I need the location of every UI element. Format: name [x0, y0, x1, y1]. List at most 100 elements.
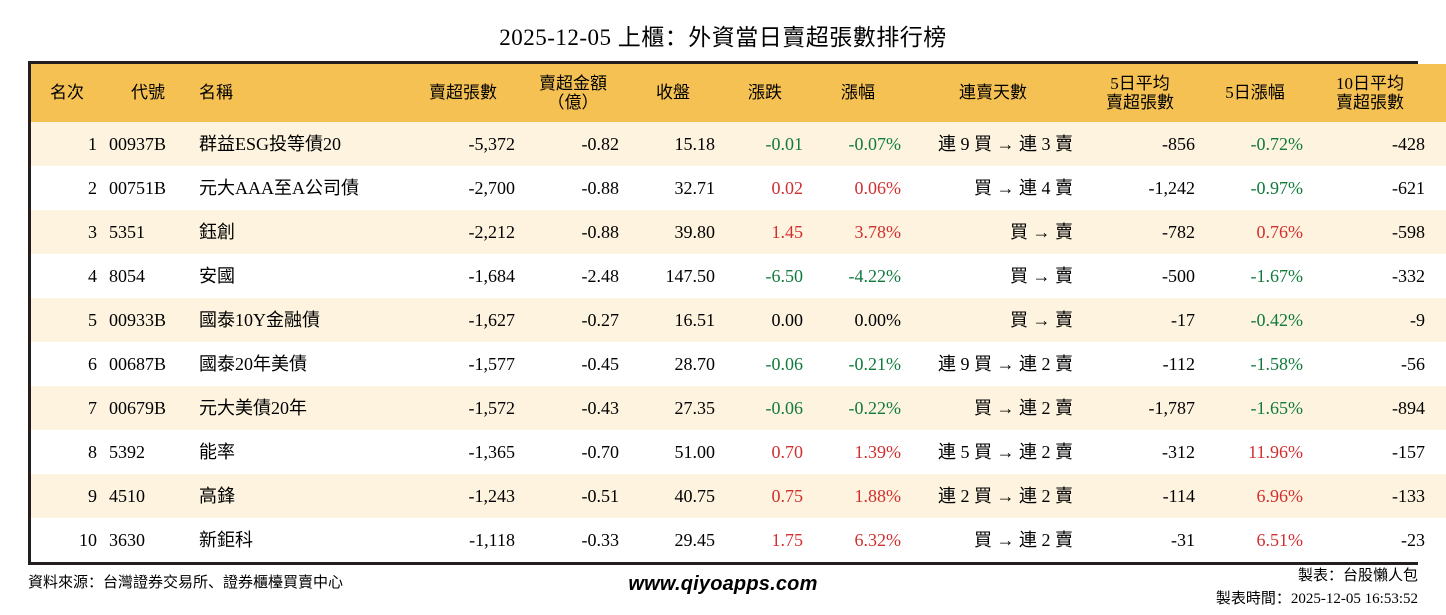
- col-header-pct10[interactable]: 10日漲幅: [1431, 64, 1446, 122]
- cell-close: 32.71: [625, 166, 721, 210]
- cell-change-pct: 1.39%: [809, 430, 907, 474]
- col-header-change-pct[interactable]: 漲幅: [809, 64, 907, 122]
- cell-change: -0.01: [721, 122, 809, 166]
- cell-rank: 2: [31, 166, 103, 210]
- cell-volume: -1,627: [405, 298, 521, 342]
- col-header-avg5-line1: 5日平均: [1110, 73, 1170, 93]
- col-header-amount[interactable]: 賣超金額 （億）: [521, 64, 625, 122]
- ranking-table: 名次 代號 名稱 賣超張數 賣超金額 （億） 收盤 漲跌 漲幅 連賣天數 5日平…: [31, 64, 1446, 562]
- cell-rank: 8: [31, 430, 103, 474]
- cell-avg10: -9: [1309, 298, 1431, 342]
- cell-avg5: -1,242: [1079, 166, 1201, 210]
- cell-amount: -0.45: [521, 342, 625, 386]
- cell-avg5: -1,787: [1079, 386, 1201, 430]
- cell-volume: -1,118: [405, 518, 521, 562]
- cell-pct10: 0.25%: [1431, 210, 1446, 254]
- footer-author: 製表：台股懶人包: [1297, 568, 1418, 584]
- cell-pct5: -0.42%: [1201, 298, 1309, 342]
- col-header-streak[interactable]: 連賣天數: [907, 64, 1079, 122]
- table-row[interactable]: 5 00933B 國泰10Y金融債 -1,627 -0.27 16.51 0.00 0.00%…: [31, 298, 1446, 342]
- cell-rank: 1: [31, 122, 103, 166]
- col-header-change[interactable]: 漲跌: [721, 64, 809, 122]
- cell-streak: 買 → 連 2 賣: [907, 518, 1079, 562]
- cell-avg5: -856: [1079, 122, 1201, 166]
- table-row[interactable]: 2 00751B 元大AAA至A公司債 -2,700 -0.88 32.71 0.02 0.0…: [31, 166, 1446, 210]
- cell-code: 00687B: [103, 342, 193, 386]
- cell-pct10: -0.24%: [1431, 342, 1446, 386]
- cell-pct5: 6.96%: [1201, 474, 1309, 518]
- cell-streak: 買 → 賣: [907, 210, 1079, 254]
- cell-code: 00933B: [103, 298, 193, 342]
- cell-rank: 9: [31, 474, 103, 518]
- cell-volume: -1,365: [405, 430, 521, 474]
- table-row[interactable]: 8 5392 能率 -1,365 -0.70 51.00 0.70 1.39% 連 5 買 → …: [31, 430, 1446, 474]
- cell-streak: 連 9 買 → 連 2 賣: [907, 342, 1079, 386]
- table-row[interactable]: 10 3630 新鉅科 -1,118 -0.33 29.45 1.75 6.32% 買 → 連 …: [31, 518, 1446, 562]
- col-header-code[interactable]: 代號: [103, 64, 193, 122]
- table-row[interactable]: 6 00687B 國泰20年美債 -1,577 -0.45 28.70 -0.06 -0.21…: [31, 342, 1446, 386]
- footer-website-link[interactable]: www.qiyoapps.com: [628, 573, 818, 595]
- col-header-close[interactable]: 收盤: [625, 64, 721, 122]
- cell-rank: 10: [31, 518, 103, 562]
- cell-rank: 7: [31, 386, 103, 430]
- cell-amount: -0.33: [521, 518, 625, 562]
- cell-volume: -1,684: [405, 254, 521, 298]
- table-row[interactable]: 7 00679B 元大美債20年 -1,572 -0.43 27.35 -0.06 -0.22…: [31, 386, 1446, 430]
- table-row[interactable]: 9 4510 高鋒 -1,243 -0.51 40.75 0.75 1.88% 連 2 買 → …: [31, 474, 1446, 518]
- col-header-avg10-line1: 10日平均: [1336, 73, 1404, 93]
- col-header-name[interactable]: 名稱: [193, 64, 405, 122]
- col-header-avg10[interactable]: 10日平均 賣超張數: [1309, 64, 1431, 122]
- table-row[interactable]: 3 5351 鈺創 -2,212 -0.88 39.80 1.45 3.78% 買 → 賣 -78…: [31, 210, 1446, 254]
- col-header-rank[interactable]: 名次: [31, 64, 103, 122]
- cell-change: 1.45: [721, 210, 809, 254]
- footer-generated-time: 製表時間：2025-12-05 16:53:52: [1215, 591, 1418, 608]
- col-header-pct5[interactable]: 5日漲幅: [1201, 64, 1309, 122]
- cell-change-pct: -4.22%: [809, 254, 907, 298]
- cell-volume: -1,577: [405, 342, 521, 386]
- cell-change-pct: 0.00%: [809, 298, 907, 342]
- cell-volume: -2,212: [405, 210, 521, 254]
- cell-code: 00679B: [103, 386, 193, 430]
- col-header-avg5[interactable]: 5日平均 賣超張數: [1079, 64, 1201, 122]
- cell-change: 0.75: [721, 474, 809, 518]
- footer-source: 資料來源：台灣證券交易所、證券櫃檯買賣中心: [28, 575, 344, 591]
- cell-change: 0.02: [721, 166, 809, 210]
- col-header-avg5-line2: 賣超張數: [1106, 93, 1174, 112]
- table-row[interactable]: 1 00937B 群益ESG投等債20 -5,372 -0.82 15.18 -0.01 -0…: [31, 122, 1446, 166]
- cell-avg5: -500: [1079, 254, 1201, 298]
- cell-amount: -0.88: [521, 210, 625, 254]
- cell-close: 29.45: [625, 518, 721, 562]
- col-header-avg10-line2: 賣超張數: [1336, 93, 1404, 112]
- cell-avg10: -598: [1309, 210, 1431, 254]
- col-header-amount-line2: （億）: [547, 93, 599, 112]
- cell-name: 群益ESG投等債20: [193, 122, 405, 166]
- cell-change-pct: 6.32%: [809, 518, 907, 562]
- cell-change: -6.50: [721, 254, 809, 298]
- cell-close: 51.00: [625, 430, 721, 474]
- cell-avg5: -312: [1079, 430, 1201, 474]
- cell-pct5: -1.65%: [1201, 386, 1309, 430]
- table-header-row: 名次 代號 名稱 賣超張數 賣超金額 （億） 收盤 漲跌 漲幅 連賣天數 5日平…: [31, 64, 1446, 122]
- cell-name: 新鉅科: [193, 518, 405, 562]
- ranking-table-container: 名次 代號 名稱 賣超張數 賣超金額 （億） 收盤 漲跌 漲幅 連賣天數 5日平…: [28, 61, 1446, 565]
- cell-pct10: -0.29%: [1431, 386, 1446, 430]
- cell-pct10: 18.00%: [1431, 254, 1446, 298]
- cell-streak: 買 → 賣: [907, 254, 1079, 298]
- cell-close: 39.80: [625, 210, 721, 254]
- cell-code: 5392: [103, 430, 193, 474]
- cell-pct10: 0.93%: [1431, 166, 1446, 210]
- table-row[interactable]: 4 8054 安國 -1,684 -2.48 147.50 -6.50 -4.22% 買 → 賣…: [31, 254, 1446, 298]
- cell-streak: 連 9 買 → 連 3 賣: [907, 122, 1079, 166]
- cell-pct5: -0.97%: [1201, 166, 1309, 210]
- cell-pct10: 1.20%: [1431, 122, 1446, 166]
- cell-rank: 4: [31, 254, 103, 298]
- cell-pct5: 11.96%: [1201, 430, 1309, 474]
- col-header-volume[interactable]: 賣超張數: [405, 64, 521, 122]
- cell-name: 國泰10Y金融債: [193, 298, 405, 342]
- footer: 資料來源：台灣證券交易所、證券櫃檯買賣中心 www.qiyoapps.com 製…: [28, 565, 1418, 615]
- cell-amount: -0.70: [521, 430, 625, 474]
- cell-code: 00751B: [103, 166, 193, 210]
- cell-avg5: -112: [1079, 342, 1201, 386]
- cell-avg5: -17: [1079, 298, 1201, 342]
- cell-name: 安國: [193, 254, 405, 298]
